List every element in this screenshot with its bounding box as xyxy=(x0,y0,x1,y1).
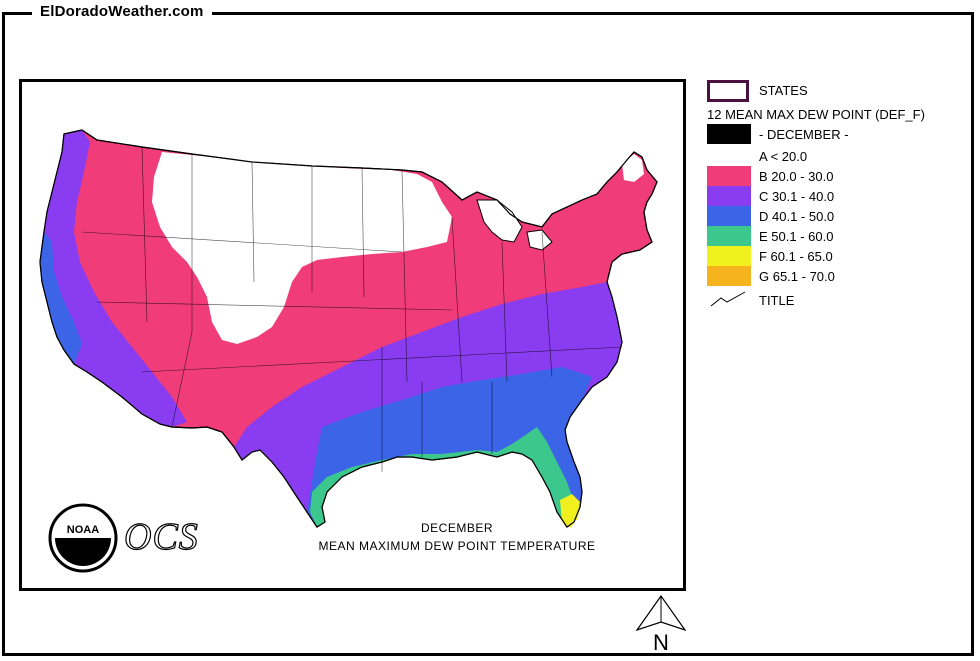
legend-class-swatch xyxy=(707,226,751,246)
map-region-a xyxy=(152,152,452,344)
legend-class-label: C 30.1 - 40.0 xyxy=(759,189,835,204)
legend-class-swatch xyxy=(707,166,751,186)
legend-states-row: STATES xyxy=(707,80,972,102)
states-swatch xyxy=(707,80,749,102)
north-arrow: N xyxy=(633,594,689,661)
legend-class-swatch xyxy=(707,266,751,286)
outer-frame xyxy=(2,12,974,656)
map-region-e xyxy=(310,427,574,527)
legend-class-swatch xyxy=(707,186,751,206)
legend-class-label: F 60.1 - 65.0 xyxy=(759,249,833,264)
legend-class-row: C 30.1 - 40.0 xyxy=(707,186,972,206)
legend-class-swatch xyxy=(707,246,751,266)
caption-month: DECEMBER xyxy=(420,521,493,535)
legend-class-label: D 40.1 - 50.0 xyxy=(759,209,835,224)
map-panel: NOAA OCS DECEMBER MEAN MAXIMUM DEW POINT… xyxy=(19,79,686,591)
legend-class-row: G 65.1 - 70.0 xyxy=(707,266,972,286)
map-region-a-maine xyxy=(622,154,644,182)
legend-class-swatch xyxy=(707,206,751,226)
great-lakes xyxy=(476,199,553,251)
state-boundaries xyxy=(81,146,623,472)
legend-class-label: B 20.0 - 30.0 xyxy=(759,169,834,184)
site-title: ElDoradoWeather.com xyxy=(32,3,212,20)
legend-heading: 12 MEAN MAX DEW POINT (DEF_F) xyxy=(707,107,925,122)
caption-title: MEAN MAXIMUM DEW POINT TEMPERATURE xyxy=(318,539,596,553)
legend-states-label: STATES xyxy=(759,83,808,98)
month-swatch xyxy=(707,124,751,144)
legend-class-row: F 60.1 - 65.0 xyxy=(707,246,972,266)
ocs-logo: OCS xyxy=(123,515,199,558)
legend-class-label: E 50.1 - 60.0 xyxy=(759,229,834,244)
us-dew-point-map xyxy=(39,129,658,528)
noaa-logo: NOAA xyxy=(47,502,119,579)
title-line-icon xyxy=(710,291,746,307)
legend-class-label: A < 20.0 xyxy=(759,149,808,164)
legend-class-label: G 65.1 - 70.0 xyxy=(759,269,835,284)
legend-month-row: - DECEMBER - xyxy=(707,124,972,144)
legend-class-swatch xyxy=(707,146,751,166)
map-region-d-california xyxy=(40,232,82,364)
us-outline xyxy=(39,129,658,528)
legend-title-label: TITLE xyxy=(759,293,795,308)
legend-class-row: E 50.1 - 60.0 xyxy=(707,226,972,246)
legend-class-row: A < 20.0 xyxy=(707,146,972,166)
legend-class-row: B 20.0 - 30.0 xyxy=(707,166,972,186)
north-label: N xyxy=(653,630,669,655)
legend-title-row: TITLE xyxy=(707,290,972,310)
map-region-d xyxy=(307,367,592,527)
legend-class-row: D 40.1 - 50.0 xyxy=(707,206,972,226)
legend-month-label: - DECEMBER - xyxy=(759,127,849,142)
svg-text:NOAA: NOAA xyxy=(67,524,99,536)
